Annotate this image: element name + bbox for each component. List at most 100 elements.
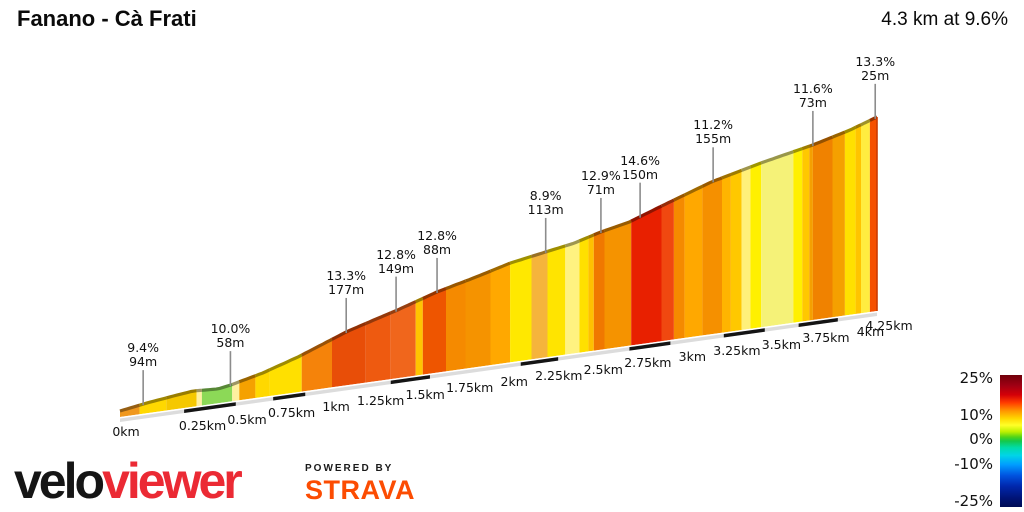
gradient-band: [196, 390, 202, 407]
gradient-band: [465, 271, 491, 369]
distance-tick-label: 0.75km: [267, 405, 316, 421]
gradient-band: [390, 301, 416, 380]
gradient-band: [861, 120, 870, 314]
gradient-callout-label: 11.2% 155m: [653, 118, 773, 146]
gradient-callout-label: 10.0% 58m: [170, 322, 290, 350]
profile-ridge: [201, 382, 233, 392]
powered-by-label: POWERED BY: [305, 463, 394, 474]
ruler-dark-segment: [629, 341, 671, 351]
strava-wordmark: STRAVA: [305, 475, 415, 505]
profile-ridge: [139, 396, 167, 407]
gradient-band: [415, 298, 423, 376]
profile-ridge: [564, 239, 581, 248]
gradient-band: [730, 170, 742, 332]
profile-ridge: [760, 150, 794, 165]
distance-tick-label: 3.75km: [802, 330, 850, 346]
gradient-band: [855, 124, 861, 314]
ruler-dark-segment: [520, 357, 559, 366]
profile-ridge: [831, 130, 846, 139]
gradient-band: [139, 397, 167, 415]
callout-length-value: 25m: [861, 67, 890, 83]
callout-gradient-value: 9.4%: [127, 340, 160, 356]
callout-length-value: 150m: [622, 166, 659, 182]
gradient-band: [422, 288, 446, 375]
gradient-band: [673, 194, 685, 340]
gradient-band: [510, 256, 532, 363]
gradient-band: [332, 323, 366, 388]
gradient-band: [365, 312, 391, 383]
callout-length-value: 88m: [423, 241, 452, 257]
gradient-band: [750, 162, 762, 329]
ruler-dark-segment: [723, 328, 765, 338]
gradient-band: [490, 263, 511, 366]
gradient-band: [166, 390, 197, 411]
gradient-callout-label: 11.6% 73m: [753, 81, 873, 110]
profile-ridge: [792, 147, 803, 154]
profile-ridge: [119, 403, 141, 413]
distance-tick-label: 1.25km: [357, 392, 405, 408]
gradient-band: [547, 245, 566, 358]
callout-length-value: 71m: [586, 181, 615, 197]
profile-ridge: [390, 300, 417, 315]
gradient-band: [741, 167, 751, 330]
gradient-band: [802, 146, 810, 322]
distance-tick-label: 4km: [856, 324, 885, 340]
profile-ridge: [300, 337, 333, 357]
climb-summary: 4.3 km at 9.6%: [881, 9, 1008, 30]
distance-tick-label: 3km: [678, 349, 707, 365]
gradient-band: [809, 144, 813, 321]
profile-ridge: [630, 204, 663, 223]
profile-ridge: [587, 233, 595, 239]
gradient-band: [812, 137, 833, 320]
profile-ridge: [331, 322, 367, 341]
gradient-band: [269, 355, 302, 396]
callout-gradient-value: 12.9%: [581, 167, 621, 183]
logo-velo-text: velo: [14, 453, 105, 509]
profile-ridge: [489, 261, 511, 273]
profile-ridge: [593, 229, 606, 237]
callout-gradient-value: 14.6%: [620, 152, 660, 168]
profile-ridge: [749, 161, 762, 169]
profile-ridge: [844, 125, 857, 134]
profile-ridge: [464, 269, 492, 283]
gradient-band: [255, 369, 270, 398]
gradient-band: [761, 151, 794, 328]
legend-tick-label: 10%: [959, 405, 993, 424]
callout-length-value: 58m: [216, 335, 245, 351]
callout-length-value: 155m: [695, 131, 732, 147]
ruler-dark-segment: [273, 392, 306, 401]
distance-tick-label: 2km: [500, 374, 528, 390]
callout-length-value: 73m: [798, 94, 827, 110]
profile-ridge: [801, 144, 810, 151]
profile-ridge: [721, 172, 732, 180]
gradient-band: [869, 117, 877, 312]
gradient-band: [702, 177, 722, 336]
gradient-band: [593, 230, 605, 351]
profile-ridge: [860, 118, 871, 127]
profile-ridge: [673, 193, 686, 202]
distance-tick-label: 0.5km: [227, 411, 267, 427]
callout-gradient-value: 8.9%: [529, 187, 562, 203]
distance-tick-label: 1.75km: [446, 380, 494, 396]
gradient-band: [565, 240, 580, 355]
callout-gradient-value: 10.0%: [210, 321, 251, 337]
gradient-callout-label: 12.8% 88m: [377, 228, 497, 257]
profile-ridge: [812, 135, 834, 147]
distance-tick-label: 1km: [322, 399, 350, 415]
gradient-band: [631, 206, 662, 346]
distance-tick-label: 3.5km: [761, 336, 802, 352]
profile-ridge: [365, 311, 392, 325]
gradient-callout-label: 13.3% 177m: [286, 268, 406, 297]
ruler-dark-segment: [798, 317, 838, 327]
gradient-callout-label: 12.9% 71m: [541, 167, 661, 197]
gradient-callout-label: 13.3% 25m: [815, 54, 935, 83]
profile-ridge: [578, 235, 590, 243]
profile-ridge: [683, 184, 704, 197]
distance-tick-label: 0.25km: [178, 417, 227, 433]
profile-ridge: [422, 287, 447, 300]
ruler-dark-segment: [390, 375, 430, 385]
gradient-callout-label: 8.9% 113m: [486, 187, 606, 217]
gradient-band: [832, 132, 845, 318]
callout-length-value: 94m: [129, 354, 158, 370]
profile-ridge: [268, 353, 303, 372]
